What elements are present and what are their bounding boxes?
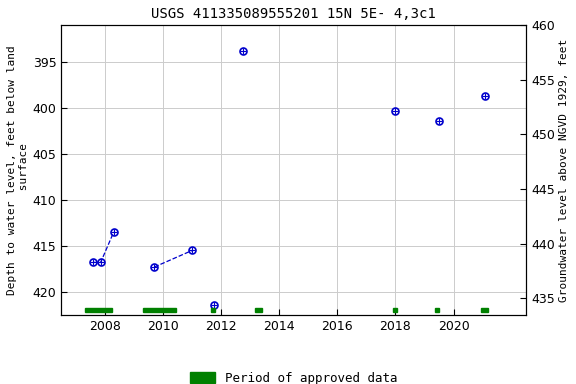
Bar <box>481 308 488 312</box>
Bar <box>211 308 215 312</box>
Y-axis label: Groundwater level above NGVD 1929, feet: Groundwater level above NGVD 1929, feet <box>559 38 569 301</box>
Title: USGS 411335089555201 15N 5E- 4,3c1: USGS 411335089555201 15N 5E- 4,3c1 <box>151 7 436 21</box>
Legend: Period of approved data: Period of approved data <box>185 367 403 384</box>
Bar <box>85 308 112 312</box>
Bar <box>143 308 176 312</box>
Bar <box>255 308 262 312</box>
Bar <box>393 308 397 312</box>
Y-axis label: Depth to water level, feet below land
 surface: Depth to water level, feet below land su… <box>7 45 29 295</box>
Bar <box>435 308 439 312</box>
